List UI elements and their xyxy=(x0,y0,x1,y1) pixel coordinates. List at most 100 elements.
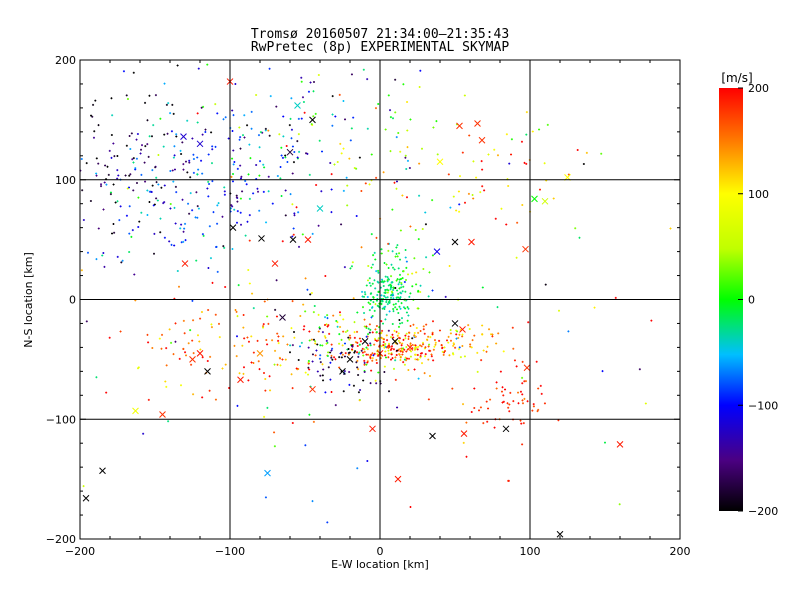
data-point xyxy=(276,174,279,177)
data-point xyxy=(97,227,100,230)
data-point xyxy=(386,276,389,279)
data-point xyxy=(311,353,314,356)
data-point xyxy=(371,263,374,266)
data-point xyxy=(303,325,306,328)
data-point xyxy=(397,332,400,335)
data-point xyxy=(384,350,387,353)
data-point xyxy=(532,405,535,408)
data-point xyxy=(330,211,333,214)
data-point xyxy=(136,132,139,135)
data-point xyxy=(397,131,400,134)
data-point xyxy=(104,164,107,167)
data-point xyxy=(321,374,324,377)
data-point xyxy=(389,109,392,112)
data-point xyxy=(122,70,125,73)
data-point xyxy=(384,345,387,348)
data-point xyxy=(391,357,394,360)
data-point xyxy=(495,381,498,384)
data-point xyxy=(384,288,387,291)
data-point xyxy=(417,331,420,334)
data-point xyxy=(458,210,461,213)
data-point xyxy=(252,351,255,354)
data-point xyxy=(372,301,375,304)
data-point xyxy=(327,324,330,327)
data-point xyxy=(144,145,147,148)
data-point xyxy=(525,162,528,165)
data-point xyxy=(391,208,394,211)
data-point xyxy=(235,355,238,358)
data-point xyxy=(262,323,265,326)
data-point xyxy=(376,353,379,356)
data-point xyxy=(282,335,285,338)
data-point xyxy=(215,246,218,249)
data-point xyxy=(444,295,447,298)
data-point xyxy=(501,401,504,404)
data-point xyxy=(419,69,422,72)
data-point xyxy=(480,160,483,163)
data-point xyxy=(508,403,511,406)
data-point xyxy=(398,353,401,356)
data-point xyxy=(538,188,541,191)
data-point xyxy=(175,135,178,138)
data-point xyxy=(390,296,393,299)
data-point xyxy=(368,323,371,326)
chart-title: Tromsø 20160507 21:34:00–21:35:43 xyxy=(250,27,510,42)
data-point xyxy=(406,159,409,162)
data-point xyxy=(365,284,368,287)
data-point xyxy=(362,68,365,71)
data-point xyxy=(218,336,221,339)
data-point xyxy=(431,199,434,202)
data-point xyxy=(132,161,135,164)
data-point xyxy=(140,148,143,151)
data-point xyxy=(482,349,485,352)
data-point xyxy=(248,282,251,285)
data-point xyxy=(449,339,452,342)
data-point xyxy=(334,115,337,118)
data-point xyxy=(356,341,359,344)
data-point xyxy=(210,162,213,165)
data-point xyxy=(242,313,245,316)
data-point xyxy=(485,400,488,403)
data-point xyxy=(397,283,400,286)
data-point xyxy=(206,360,209,363)
data-point xyxy=(130,235,133,238)
data-point xyxy=(276,332,279,335)
data-point xyxy=(462,441,465,444)
y-tick-label: 100 xyxy=(55,174,76,187)
data-point xyxy=(413,368,416,371)
data-point xyxy=(302,100,305,103)
data-point xyxy=(380,248,383,251)
data-point xyxy=(278,356,281,359)
data-point xyxy=(382,171,385,174)
data-point xyxy=(402,338,405,341)
data-point xyxy=(431,333,434,336)
data-point xyxy=(289,351,291,354)
data-point xyxy=(370,153,373,156)
data-point xyxy=(410,350,413,353)
cross-marker xyxy=(523,364,531,372)
data-point xyxy=(182,230,185,233)
data-point xyxy=(341,344,344,347)
colorbar-ticks: 200 100 0 −100 −200 xyxy=(738,82,778,518)
data-point xyxy=(352,116,355,119)
data-point xyxy=(472,197,475,200)
data-point xyxy=(384,275,387,278)
data-point xyxy=(531,409,534,412)
data-point xyxy=(120,261,123,264)
data-point xyxy=(402,361,405,364)
data-point xyxy=(319,354,322,357)
data-point xyxy=(236,167,239,170)
data-point xyxy=(523,161,526,164)
data-point xyxy=(211,281,214,284)
data-point xyxy=(400,286,403,289)
data-point xyxy=(481,333,484,336)
data-point xyxy=(196,121,199,124)
data-point xyxy=(399,307,402,310)
data-point xyxy=(338,356,341,359)
data-point xyxy=(92,103,95,106)
data-point xyxy=(407,314,410,317)
cross-marker xyxy=(394,475,402,483)
data-point xyxy=(144,180,147,183)
data-point xyxy=(526,400,529,403)
data-point xyxy=(543,162,546,165)
